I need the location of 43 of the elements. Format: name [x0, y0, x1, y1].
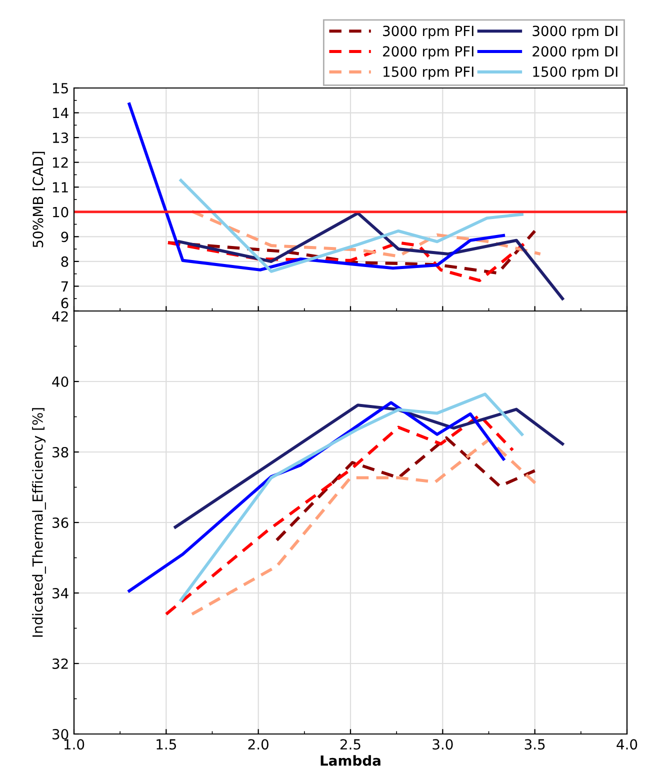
- y-tick-label: 40: [52, 376, 68, 387]
- line-series: [128, 102, 506, 272]
- y-tick-label: 36: [52, 517, 68, 528]
- y-tick-label: 13: [52, 132, 68, 144]
- y-tick-label: 14: [52, 108, 68, 118]
- x-axis-title: Lambda: [320, 755, 380, 766]
- line-series: [164, 414, 514, 616]
- y-tick-label: 30: [52, 728, 68, 740]
- x-tick-label: 4.0: [616, 739, 638, 750]
- x-tick-label: 2.5: [340, 739, 360, 750]
- y-tick-label: 12: [52, 157, 68, 168]
- line-series: [178, 212, 564, 300]
- x-tick-label: 3.0: [432, 739, 453, 750]
- legend-label: 1500 rpm PFI: [384, 66, 474, 80]
- x-tick-label: 1.5: [156, 739, 176, 750]
- y-tick-label: 38: [52, 446, 68, 458]
- line-series: [275, 436, 536, 542]
- legend-label: 2000 rpm DI: [532, 46, 618, 60]
- x-tick-label: 2.0: [248, 739, 268, 750]
- line-series: [166, 241, 526, 282]
- x-tick-label: 1.0: [64, 739, 84, 750]
- y-tick-label: 7: [61, 281, 68, 292]
- legend-label: 3000 rpm DI: [532, 26, 618, 39]
- y-tick-label: 32: [52, 658, 68, 669]
- y-tick-label: 8: [61, 256, 68, 267]
- y-axis-title: 50%MB [CAD]: [32, 152, 45, 248]
- legend-label: 3000 rpm PFI: [383, 26, 474, 39]
- y-tick-label: 9: [61, 232, 68, 242]
- line-series: [179, 392, 524, 602]
- y-axis-title: Indicated_Thermal_Efficiency [%]: [32, 408, 46, 637]
- x-tick-label: 3.5: [524, 739, 545, 750]
- line-series: [174, 404, 564, 529]
- y-tick-label: 42: [52, 311, 68, 322]
- legend-label: 2000 rpm PFI: [383, 46, 474, 60]
- y-tick-label: 6: [61, 298, 68, 308]
- y-tick-label: 11: [52, 182, 68, 192]
- legend-label: 1500 rpm DI: [533, 66, 618, 80]
- line-series: [190, 210, 542, 258]
- y-tick-label: 10: [52, 206, 68, 218]
- y-tick-label: 34: [52, 588, 68, 598]
- line-series: [166, 229, 536, 275]
- y-tick-label: 15: [52, 83, 68, 94]
- line-series: [179, 178, 524, 273]
